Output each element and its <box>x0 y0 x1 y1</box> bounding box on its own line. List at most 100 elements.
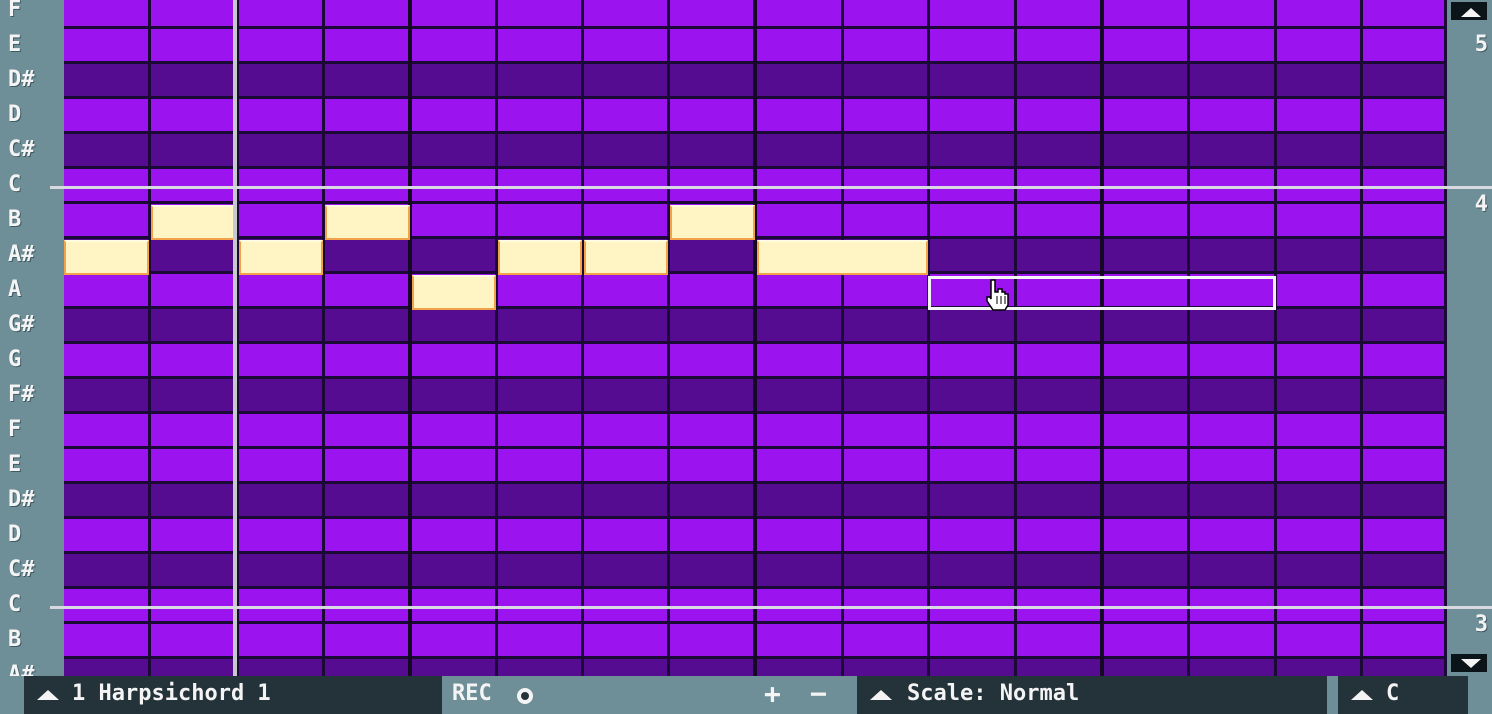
grid-cell[interactable] <box>757 519 844 554</box>
grid-cell[interactable] <box>325 414 412 449</box>
zoom-in-button[interactable]: + <box>764 677 781 710</box>
grid-cell[interactable] <box>670 274 757 309</box>
grid-cell[interactable] <box>1190 99 1277 134</box>
grid-cell[interactable] <box>498 659 584 676</box>
grid-cell[interactable] <box>325 449 412 484</box>
grid-cell[interactable] <box>844 0 930 29</box>
grid-cell[interactable] <box>1104 309 1190 344</box>
grid-cell[interactable] <box>670 309 757 344</box>
grid-cell[interactable] <box>64 484 151 519</box>
grid-cell[interactable] <box>412 624 498 659</box>
grid-cell[interactable] <box>930 239 1017 274</box>
piano-key-label[interactable]: A <box>8 277 22 302</box>
grid-cell[interactable] <box>1363 309 1447 344</box>
grid-cell[interactable] <box>1363 239 1447 274</box>
grid-cell[interactable] <box>1190 204 1277 239</box>
grid-cell[interactable] <box>1104 99 1190 134</box>
grid-cell[interactable] <box>1017 624 1104 659</box>
grid-cell[interactable] <box>151 414 239 449</box>
grid-cell[interactable] <box>1104 659 1190 676</box>
grid-cell[interactable] <box>930 659 1017 676</box>
grid-cell[interactable] <box>930 0 1017 29</box>
grid-cell[interactable] <box>1017 484 1104 519</box>
grid-cell[interactable] <box>584 134 670 169</box>
grid-cell[interactable] <box>64 344 151 379</box>
grid-cell[interactable] <box>151 309 239 344</box>
grid-cell[interactable] <box>1017 239 1104 274</box>
grid-cell[interactable] <box>1363 659 1447 676</box>
grid-cell[interactable] <box>1104 344 1190 379</box>
grid-cell[interactable] <box>239 449 325 484</box>
grid-cell[interactable] <box>844 659 930 676</box>
grid-cell[interactable] <box>239 204 325 239</box>
grid-cell[interactable] <box>239 659 325 676</box>
piano-key-label[interactable]: F <box>8 417 22 442</box>
grid-cell[interactable] <box>412 344 498 379</box>
record-icon[interactable] <box>514 685 536 707</box>
grid-cell[interactable] <box>844 414 930 449</box>
grid-cell[interactable] <box>670 64 757 99</box>
grid-cell[interactable] <box>1277 624 1363 659</box>
zoom-out-button[interactable]: − <box>810 677 827 710</box>
note-block[interactable] <box>325 205 410 240</box>
note-block[interactable] <box>151 205 237 240</box>
grid-cell[interactable] <box>1017 309 1104 344</box>
grid-cell[interactable] <box>844 99 930 134</box>
grid-cell[interactable] <box>1017 449 1104 484</box>
grid-cell[interactable] <box>1104 519 1190 554</box>
grid-cell[interactable] <box>412 554 498 589</box>
grid-cell[interactable] <box>1190 29 1277 64</box>
grid-cell[interactable] <box>1190 379 1277 414</box>
grid-cell[interactable] <box>1104 484 1190 519</box>
playhead[interactable] <box>233 0 237 676</box>
grid-cell[interactable] <box>930 484 1017 519</box>
grid-cell[interactable] <box>1363 64 1447 99</box>
grid-cell[interactable] <box>1017 659 1104 676</box>
grid-cell[interactable] <box>757 29 844 64</box>
grid-cell[interactable] <box>498 99 584 134</box>
grid-cell[interactable] <box>1277 519 1363 554</box>
grid-cell[interactable] <box>64 554 151 589</box>
grid-cell[interactable] <box>64 659 151 676</box>
grid-cell[interactable] <box>1017 99 1104 134</box>
grid-cell[interactable] <box>498 624 584 659</box>
grid-cell[interactable] <box>325 29 412 64</box>
grid-cell[interactable] <box>1277 99 1363 134</box>
grid-cell[interactable] <box>151 0 239 29</box>
grid-cell[interactable] <box>1104 554 1190 589</box>
grid-cell[interactable] <box>844 449 930 484</box>
grid-cell[interactable] <box>412 519 498 554</box>
grid-cell[interactable] <box>1363 29 1447 64</box>
grid-cell[interactable] <box>239 554 325 589</box>
grid-cell[interactable] <box>757 0 844 29</box>
note-block[interactable] <box>757 240 928 275</box>
grid-cell[interactable] <box>930 379 1017 414</box>
grid-cell[interactable] <box>325 0 412 29</box>
grid-cell[interactable] <box>1190 449 1277 484</box>
grid-cell[interactable] <box>757 659 844 676</box>
grid-cell[interactable] <box>1277 484 1363 519</box>
grid-cell[interactable] <box>670 134 757 169</box>
grid-cell[interactable] <box>498 29 584 64</box>
grid-cell[interactable] <box>64 519 151 554</box>
note-block[interactable] <box>239 240 323 275</box>
grid-cell[interactable] <box>239 29 325 64</box>
grid-cell[interactable] <box>930 414 1017 449</box>
grid-cell[interactable] <box>1277 449 1363 484</box>
grid-cell[interactable] <box>64 309 151 344</box>
grid-cell[interactable] <box>757 274 844 309</box>
grid-cell[interactable] <box>757 554 844 589</box>
grid-cell[interactable] <box>1104 239 1190 274</box>
grid-cell[interactable] <box>64 99 151 134</box>
grid-cell[interactable] <box>584 484 670 519</box>
grid-cell[interactable] <box>325 99 412 134</box>
grid-cell[interactable] <box>584 624 670 659</box>
grid-cell[interactable] <box>64 379 151 414</box>
grid-cell[interactable] <box>844 64 930 99</box>
grid-cell[interactable] <box>151 659 239 676</box>
grid-cell[interactable] <box>1363 379 1447 414</box>
grid-cell[interactable] <box>1017 134 1104 169</box>
grid-cell[interactable] <box>412 239 498 274</box>
grid-cell[interactable] <box>498 309 584 344</box>
grid-cell[interactable] <box>1363 484 1447 519</box>
